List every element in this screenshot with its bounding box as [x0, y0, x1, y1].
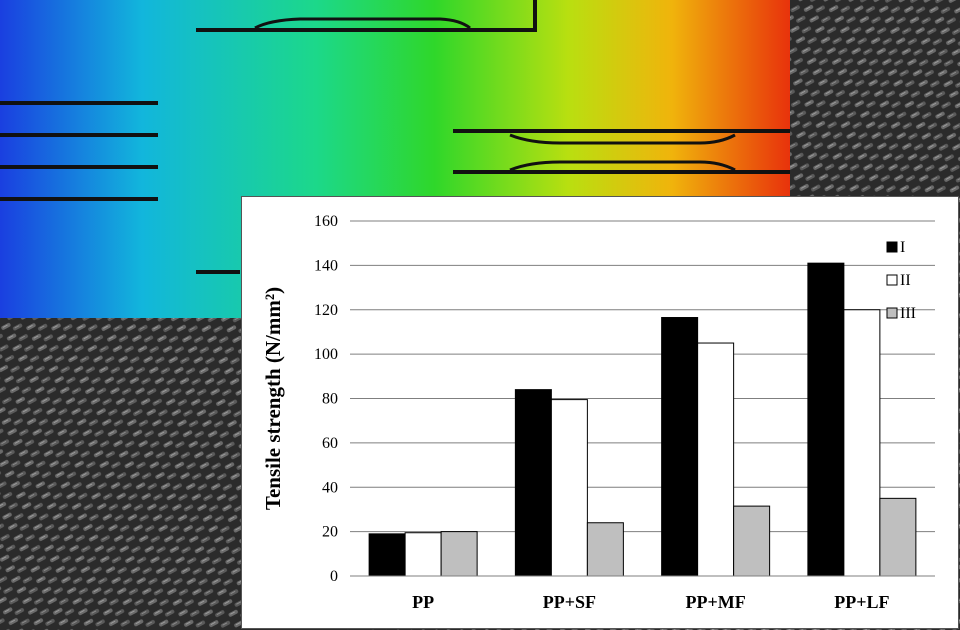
y-tick-labels: 0 20 40 60 80 100 120 140 160: [314, 213, 338, 585]
legend-label: I: [900, 239, 905, 256]
legend-swatch: [886, 274, 898, 286]
x-tick-label: PP: [412, 592, 434, 612]
legend-swatch: [886, 307, 898, 319]
bar-III-PP: [440, 531, 478, 577]
y-axis-title: Tensile strength (N/mm²): [261, 287, 285, 510]
legend-label: II: [900, 272, 911, 289]
y-tick-label: 120: [314, 302, 338, 319]
bars: [368, 262, 917, 577]
bar-II-PP+LF: [843, 309, 881, 577]
y-tick-label: 160: [314, 213, 338, 230]
bar-III-PP+LF: [879, 497, 917, 577]
bar-II-PP+MF: [697, 342, 735, 577]
legend-swatch: [886, 241, 898, 253]
bar-II-PP: [404, 532, 442, 577]
bar-I-PP+MF: [661, 317, 699, 577]
y-tick-label: 0: [330, 568, 338, 585]
y-tick-label: 40: [322, 479, 338, 496]
y-tick-label: 20: [322, 524, 338, 541]
legend-label: III: [900, 305, 916, 322]
x-tick-label: PP+LF: [834, 592, 889, 612]
chart-panel: 0 20 40 60 80 100 120 140 160 PP PP+SF PP+MF PP+LF …: [241, 196, 959, 629]
bar-III-PP+SF: [586, 522, 624, 577]
x-tick-labels: PP PP+SF PP+MF PP+LF: [412, 592, 889, 612]
bar-I-PP+SF: [514, 389, 552, 577]
x-tick-label: PP+MF: [686, 592, 746, 612]
bar-I-PP+LF: [807, 262, 845, 577]
y-tick-label: 100: [314, 346, 338, 363]
y-tick-label: 80: [322, 391, 338, 408]
bar-III-PP+MF: [733, 505, 771, 577]
bar-I-PP: [368, 533, 406, 577]
y-tick-label: 140: [314, 257, 338, 274]
bar-II-PP+SF: [550, 399, 588, 577]
y-tick-label: 60: [322, 435, 338, 452]
x-tick-label: PP+SF: [543, 592, 596, 612]
